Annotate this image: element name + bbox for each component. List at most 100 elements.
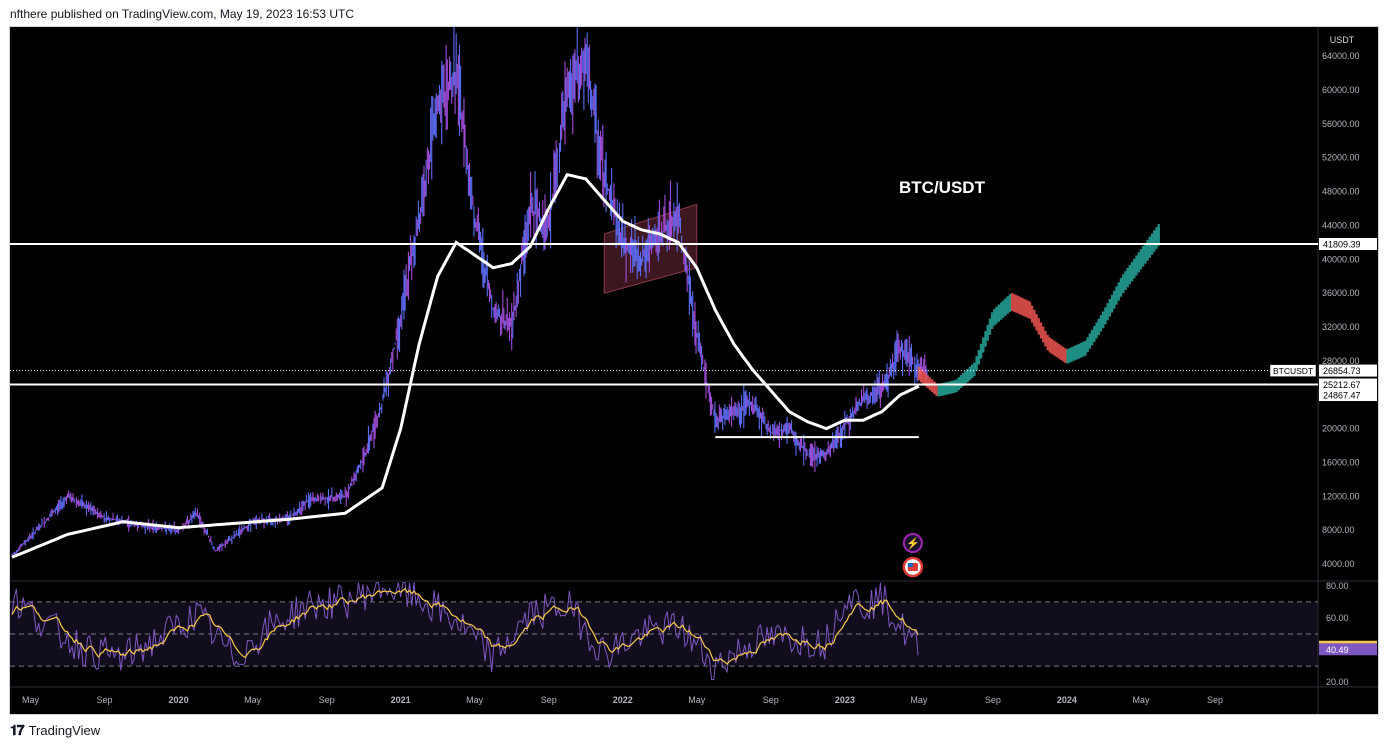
price-tick-label: 8000.00: [1322, 525, 1355, 535]
projection-candle: [1044, 330, 1047, 347]
projection-candle: [1128, 264, 1132, 285]
projection-candle: [1093, 326, 1096, 342]
footer-brand[interactable]: TradingView: [28, 723, 101, 738]
price-tick-label: 52000.00: [1322, 153, 1360, 163]
projection-candle: [1155, 227, 1158, 249]
projection-candle: [933, 381, 936, 395]
last-price-label: 26854.73: [1323, 366, 1361, 376]
price-tick-label: 28000.00: [1322, 356, 1360, 366]
projection-candle: [1010, 293, 1014, 311]
time-tick-label: 2020: [169, 695, 189, 705]
time-tick-label: Sep: [763, 695, 779, 705]
projection-candle: [1086, 337, 1089, 353]
projection-candle: [1157, 224, 1160, 246]
projection-candle: [1097, 318, 1100, 336]
projection-candles: [917, 224, 1160, 397]
projection-candle: [937, 383, 941, 397]
tradingview-logo-icon[interactable]: 𝟏𝟕: [10, 722, 25, 738]
projection-candle: [962, 372, 965, 387]
projection-candle: [1073, 345, 1076, 361]
projection-candle: [1153, 230, 1156, 252]
projection-candle: [1095, 322, 1098, 339]
projection-candle: [1141, 246, 1145, 267]
projection-candle: [1133, 258, 1136, 279]
projection-candle: [1002, 300, 1005, 318]
rsi-value-label: 40.49: [1326, 645, 1349, 655]
projection-candle: [1006, 296, 1009, 314]
projection-candle: [930, 379, 934, 393]
rsi-tick-label: 80.00: [1326, 581, 1349, 591]
price-tick-label: 40000.00: [1322, 254, 1360, 264]
resistance-value-label: 41809.39: [1323, 240, 1361, 250]
projection-candle: [939, 383, 943, 396]
projection-candle: [1108, 299, 1112, 317]
footer: 𝟏𝟕 TradingView: [10, 722, 100, 739]
projection-candle: [1035, 314, 1038, 331]
projection-candle: [1050, 338, 1054, 355]
projection-candle: [924, 373, 927, 387]
projection-candle: [959, 375, 963, 389]
price-tick-label: 4000.00: [1322, 559, 1355, 569]
projection-candle: [1115, 286, 1118, 305]
projection-candle: [1024, 299, 1027, 317]
projection-candle: [953, 380, 956, 393]
rsi-line: [11, 582, 919, 681]
support-value-box: [1319, 378, 1377, 391]
projection-candle: [964, 370, 967, 385]
ma-value-label: 24867.47: [1323, 391, 1361, 401]
support-value-label: 25212.67: [1323, 380, 1361, 390]
projection-candle: [1022, 298, 1025, 316]
projection-candle: [1110, 294, 1114, 313]
lightning-event-icon: [902, 533, 923, 553]
projection-candle: [1053, 340, 1056, 356]
price-tick-label: 64000.00: [1322, 51, 1360, 61]
projection-candle: [1113, 290, 1116, 309]
projection-candle: [1026, 300, 1029, 318]
time-tick-label: Sep: [1207, 695, 1223, 705]
projection-candle: [1079, 342, 1083, 358]
projection-candle: [1013, 294, 1016, 312]
projection-candle: [917, 366, 921, 381]
price-tick-label: 36000.00: [1322, 288, 1360, 298]
projection-candle: [1075, 344, 1078, 360]
projection-candle: [1037, 318, 1040, 335]
time-tick-label: May: [688, 695, 706, 705]
resistance-value-box: [1319, 238, 1377, 251]
rsi-ma-line: [11, 587, 919, 665]
symbol-tag-label: BTCUSDT: [1273, 366, 1313, 376]
projection-candle: [993, 308, 996, 326]
projection-candle: [999, 302, 1003, 320]
projection-candle: [1090, 329, 1094, 346]
projection-candle: [1068, 348, 1072, 363]
price-tick-label: 20000.00: [1322, 424, 1360, 434]
projection-candle: [1062, 346, 1065, 362]
projection-candle: [922, 371, 925, 385]
btc-chart-svg[interactable]: USDT 4000.00 8000.00 12000.00 16000.00 20000.…: [10, 25, 1378, 714]
projection-candle: [1048, 337, 1052, 353]
projection-candle: [1146, 239, 1149, 261]
price-tick-label: 48000.00: [1322, 187, 1360, 197]
projection-candle: [1088, 333, 1092, 349]
projection-candle: [973, 362, 976, 377]
price-tick-label: 12000.00: [1322, 491, 1360, 501]
price-candles: [11, 25, 928, 556]
rsi-value-box: [1319, 643, 1377, 656]
projection-candle: [1057, 343, 1060, 359]
projection-candle: [990, 312, 994, 329]
projection-candle: [970, 364, 974, 379]
projection-candle: [1121, 274, 1125, 294]
projection-candle: [1039, 322, 1043, 339]
flag-canton: [907, 563, 913, 567]
chart-area[interactable]: USDT 4000.00 8000.00 12000.00 16000.00 20000.…: [9, 25, 1379, 715]
symbol-tag-box: [1269, 364, 1317, 377]
projection-candle: [1059, 345, 1063, 360]
lightning-glyph: ⚡: [906, 537, 920, 550]
projection-candle: [1064, 348, 1067, 363]
projection-candle: [1099, 315, 1103, 332]
projection-candle: [1117, 282, 1120, 301]
price-tick-label: 44000.00: [1322, 220, 1360, 230]
projection-candle: [1030, 305, 1034, 323]
projection-candle: [1106, 303, 1109, 321]
projection-candle: [1015, 295, 1018, 313]
projection-candle: [1148, 236, 1152, 258]
